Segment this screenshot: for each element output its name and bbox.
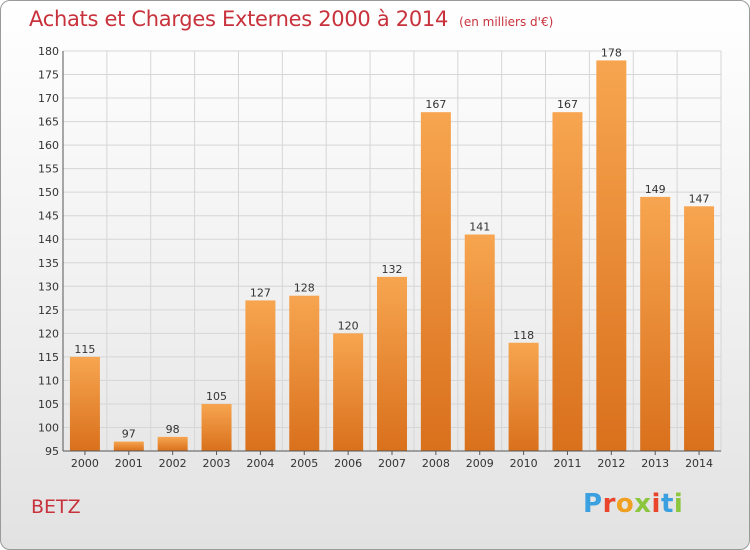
bar [464, 234, 495, 451]
data-label: 141 [469, 221, 490, 234]
y-tick-label: 145 [38, 210, 59, 223]
x-tick-label: 2006 [334, 457, 362, 470]
data-label: 118 [513, 329, 534, 342]
x-tick-label: 2007 [378, 457, 406, 470]
x-tick-label: 2012 [597, 457, 625, 470]
y-tick-label: 150 [38, 186, 59, 199]
y-tick-label: 105 [38, 398, 59, 411]
x-tick-label: 2009 [466, 457, 494, 470]
bar [157, 436, 188, 451]
logo-letter: i [673, 489, 684, 519]
chart-title: Achats et Charges Externes 2000 à 2014 [29, 7, 449, 31]
bar [69, 356, 100, 451]
bar [640, 196, 671, 451]
y-tick-label: 135 [38, 257, 59, 270]
x-tick-label: 2004 [246, 457, 274, 470]
data-label: 127 [250, 286, 271, 299]
y-tick-label: 175 [38, 69, 59, 82]
axes: 95 100 105 110 115 120 125 130 135 140 145 150 155 16… [38, 45, 721, 470]
bar [552, 112, 583, 452]
logo-letter: x [634, 489, 652, 519]
logo-letter: t [660, 489, 674, 519]
x-tick-label: 2002 [159, 457, 187, 470]
x-tick-label: 2010 [510, 457, 538, 470]
city-name: BETZ [31, 496, 81, 518]
bars [69, 60, 715, 452]
bar [508, 342, 539, 451]
bar [245, 300, 276, 451]
bar [333, 333, 364, 451]
logo-letter: r [602, 489, 616, 519]
y-tick-label: 180 [38, 45, 59, 58]
x-tick-label: 2011 [553, 457, 581, 470]
bar [113, 441, 144, 451]
bar [420, 112, 451, 452]
bar [289, 295, 320, 451]
logo-letter: P [583, 489, 603, 519]
x-tick-label: 2014 [685, 457, 713, 470]
x-tick-label: 2005 [290, 457, 318, 470]
y-tick-label: 110 [38, 374, 59, 387]
bar [201, 403, 232, 451]
y-tick-label: 170 [38, 92, 59, 105]
proxiti-logo[interactable]: Proxiti [583, 489, 683, 519]
data-label: 149 [645, 183, 666, 196]
y-tick-label: 140 [38, 233, 59, 246]
y-tick-label: 95 [45, 445, 59, 458]
data-label: 98 [166, 423, 180, 436]
data-labels: 115 97 98 105 127 128 120 132 167 141 118 167 178 149… [74, 46, 709, 440]
y-tick-label: 120 [38, 327, 59, 340]
y-tick-label: 125 [38, 304, 59, 317]
chart-unit-label: (en milliers d'€) [459, 15, 554, 29]
data-label: 97 [122, 428, 136, 441]
data-label: 178 [601, 46, 622, 59]
bar [684, 206, 715, 451]
x-tick-label: 2000 [71, 457, 99, 470]
x-tick-label: 2013 [641, 457, 669, 470]
x-tick-label: 2008 [422, 457, 450, 470]
data-label: 167 [557, 98, 578, 111]
x-tick-label: 2003 [203, 457, 231, 470]
data-label: 128 [294, 282, 315, 295]
logo-letter: i [651, 489, 661, 519]
data-label: 167 [425, 98, 446, 111]
y-tick-label: 130 [38, 280, 59, 293]
y-tick-label: 160 [38, 139, 59, 152]
y-tick-label: 100 [38, 421, 59, 434]
x-tick-label: 2001 [115, 457, 143, 470]
data-label: 132 [382, 263, 403, 276]
data-label: 105 [206, 390, 227, 403]
title-block: Achats et Charges Externes 2000 à 2014 (… [29, 7, 553, 31]
data-label: 115 [74, 343, 95, 356]
data-label: 120 [338, 319, 359, 332]
data-label: 147 [689, 192, 710, 205]
y-tick-label: 155 [38, 163, 59, 176]
y-tick-label: 165 [38, 116, 59, 129]
logo-letter: o [615, 489, 635, 519]
y-tick-label: 115 [38, 351, 59, 364]
bar [377, 276, 407, 451]
bar [596, 60, 627, 451]
